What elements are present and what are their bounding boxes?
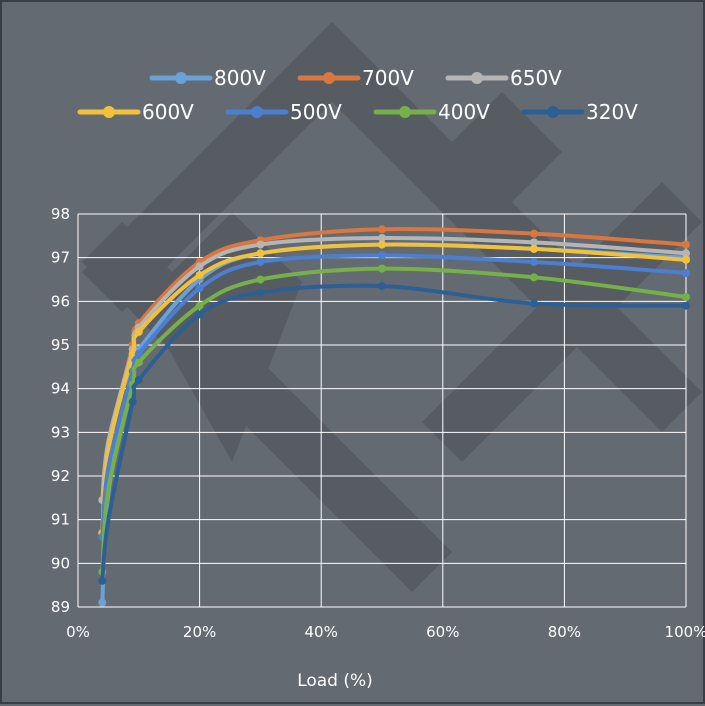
legend-item-500v: 500V <box>225 100 342 124</box>
data-point <box>682 240 690 249</box>
data-point <box>195 262 204 271</box>
series-600v <box>98 240 690 537</box>
legend-label: 500V <box>290 100 342 124</box>
data-point <box>134 358 143 367</box>
data-point <box>530 299 538 308</box>
legend-item-320v: 320V <box>521 100 638 124</box>
legend-item-600v: 600V <box>77 100 194 124</box>
series-line <box>100 242 688 535</box>
data-point <box>256 288 265 297</box>
data-point <box>530 258 538 267</box>
y-tick-label: 98 <box>51 205 70 223</box>
legend-item-650v: 650V <box>445 66 562 90</box>
series-320v <box>98 282 690 585</box>
legend-label: 320V <box>586 100 638 124</box>
legend-swatch-marker <box>323 72 335 84</box>
legend-label: 400V <box>438 100 490 124</box>
series-400v <box>98 264 690 577</box>
axes: 89 90 91 92 93 94 95 96 97 98 0% 20% 40% 60% 80% 100% <box>51 205 705 641</box>
data-point <box>378 251 386 260</box>
x-tick-label: 20% <box>183 623 216 641</box>
y-tick-label: 93 <box>51 423 70 441</box>
y-tick-label: 91 <box>51 511 70 529</box>
y-tick-label: 90 <box>51 554 70 572</box>
data-point <box>195 301 204 310</box>
x-tick-label: 80% <box>548 623 581 641</box>
legend-item-800v: 800V <box>149 66 266 90</box>
y-tick-label: 96 <box>51 292 70 310</box>
data-point <box>98 576 107 585</box>
y-tick-label: 92 <box>51 467 70 485</box>
data-point <box>530 238 538 247</box>
y-tick-label: 94 <box>51 380 70 398</box>
legend-label: 700V <box>362 66 414 90</box>
series-line <box>100 266 688 575</box>
data-point <box>378 264 386 273</box>
data-point <box>530 244 538 253</box>
legend-swatch-marker <box>471 72 483 84</box>
data-point <box>256 249 265 258</box>
data-point <box>682 249 690 258</box>
data-point <box>682 301 690 310</box>
legend-item-400v: 400V <box>373 100 490 124</box>
y-tick-label: 97 <box>51 249 70 267</box>
data-point <box>195 271 204 280</box>
data-point <box>378 225 386 234</box>
legend-label: 800V <box>214 66 266 90</box>
legend-swatch-marker <box>103 106 115 118</box>
grid <box>77 213 687 608</box>
data-point <box>378 234 386 243</box>
data-point <box>98 598 107 607</box>
data-point <box>256 258 265 267</box>
data-point <box>378 240 386 249</box>
legend-swatch-marker <box>399 106 411 118</box>
data-point <box>134 375 143 384</box>
data-point <box>682 292 690 301</box>
data-point <box>530 229 538 238</box>
legend-label: 650V <box>510 66 562 90</box>
x-tick-label: 100% <box>665 623 705 641</box>
legend-swatch-marker <box>547 106 559 118</box>
data-point <box>256 275 265 284</box>
x-tick-label: 40% <box>305 623 338 641</box>
legend-swatch-marker <box>175 72 187 84</box>
legend-label: 600V <box>142 100 194 124</box>
x-tick-label: 0% <box>66 623 90 641</box>
data-point <box>378 282 386 291</box>
series-layer <box>98 225 690 607</box>
x-axis-title: Load (%) <box>297 671 373 691</box>
data-point <box>134 327 143 336</box>
data-point <box>256 240 265 249</box>
series-line <box>100 283 688 583</box>
data-point <box>195 310 204 319</box>
series-line <box>100 253 688 540</box>
legend: 800V 700V 650V 600V 500V 400V 320V <box>77 66 638 124</box>
data-point <box>128 397 137 406</box>
legend-swatch-marker <box>251 106 263 118</box>
y-tick-label: 89 <box>51 598 70 616</box>
data-point <box>134 349 143 358</box>
data-point <box>682 255 690 264</box>
legend-item-700v: 700V <box>297 66 414 90</box>
x-tick-label: 60% <box>426 623 459 641</box>
data-point <box>530 273 538 282</box>
data-point <box>682 268 690 277</box>
y-tick-label: 95 <box>51 336 70 354</box>
data-point <box>195 284 204 293</box>
